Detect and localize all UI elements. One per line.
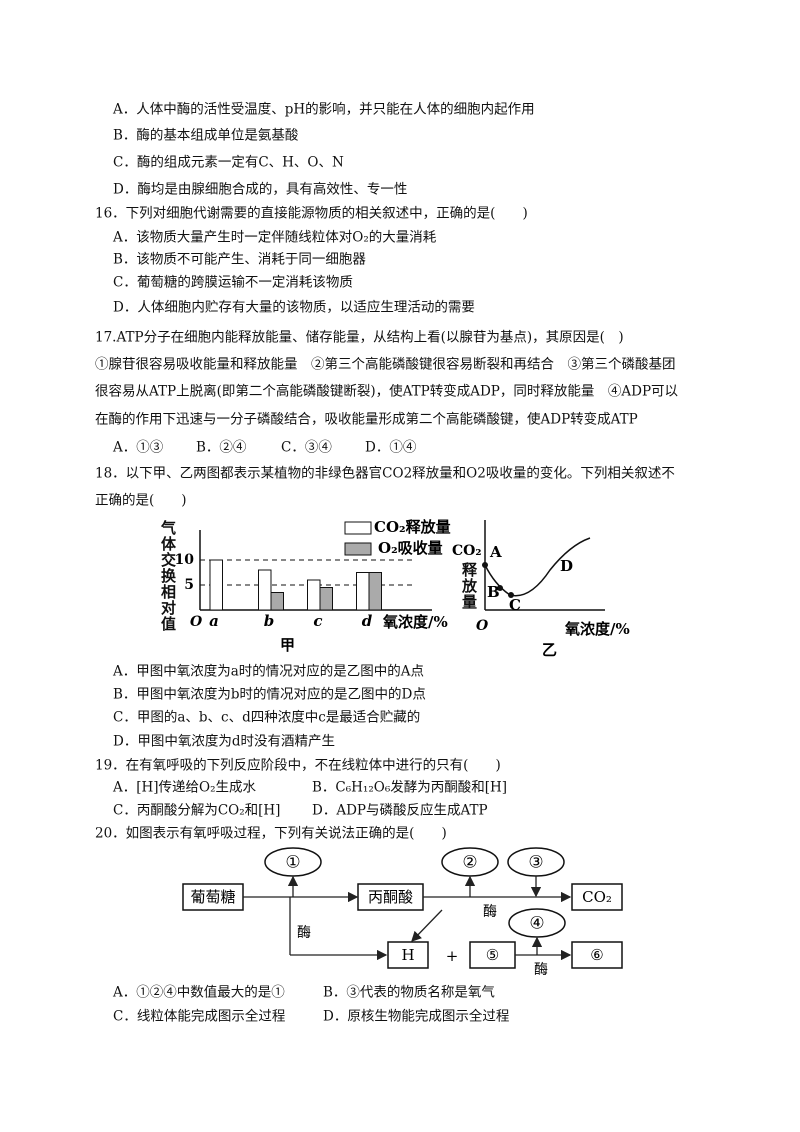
point	[508, 592, 514, 598]
bar	[270, 592, 284, 611]
plus: +	[446, 947, 459, 965]
option: A．①②④中数值最大的是①	[113, 984, 285, 1001]
point-label: A	[489, 543, 502, 561]
enzyme-label: 酶	[534, 962, 548, 978]
y-tick-label: 10	[175, 552, 195, 568]
statement: 在酶的作用下迅速与一分子磷酸结合，吸收能量形成第二个高能磷酸键，使ADP转变成A…	[95, 411, 638, 428]
oval-label: ②	[462, 853, 477, 873]
origin-label: O	[190, 614, 203, 630]
point	[482, 562, 488, 568]
question-stem: 18．以下甲、乙两图都表示某植物的非绿色器官CO2释放量和O2吸收量的变化。下列…	[95, 465, 675, 482]
option: D．甲图中氧浓度为d时没有酒精产生	[113, 733, 335, 750]
bar	[307, 579, 321, 611]
option: B．甲图中氧浓度为b时的情况对应的是乙图中的D点	[113, 686, 426, 703]
option: D．ADP与磷酸反应生成ATP	[312, 802, 488, 819]
box-label: CO₂	[582, 888, 612, 906]
box-label: ⑤	[486, 946, 499, 964]
box	[571, 941, 623, 969]
point	[497, 585, 503, 591]
origin-label: O	[476, 618, 489, 634]
question-stem: 16．下列对细胞代谢需要的直接能源物质的相关叙述中，正确的是( )	[95, 205, 528, 222]
bar	[209, 559, 223, 611]
statement: ①腺苷很容易吸收能量和释放能量 ②第三个高能磷酸键很容易断裂和再结合 ③第三个磷…	[95, 356, 676, 373]
bar	[368, 572, 382, 611]
caption: 甲	[280, 636, 295, 654]
option: C．甲图的a、b、c、d四种浓度中c是最适合贮藏的	[113, 709, 421, 726]
question-stem: 19．在有氧呼吸的下列反应阶段中，不在线粒体中进行的只有( )	[95, 757, 501, 774]
option: D．酶均是由腺细胞合成的，具有高效性、专一性	[113, 181, 408, 198]
option: B．酶的基本组成单位是氨基酸	[113, 127, 299, 144]
option: B．②④	[196, 439, 247, 456]
y-tick-label: 5	[184, 577, 194, 593]
question-stem: 20．如图表示有氧呼吸过程，下列有关说法正确的是( )	[95, 825, 447, 842]
point-label: C	[509, 596, 521, 614]
arrow	[411, 909, 443, 942]
x-axis-label: 氧浓度/%	[564, 620, 630, 638]
option: D．人体细胞内贮存有大量的该物质，以适应生理活动的需要	[113, 299, 475, 316]
oval-label: ①	[285, 853, 300, 873]
option: B．③代表的物质名称是氧气	[323, 984, 495, 1001]
option: C．葡萄糖的跨膜运输不一定消耗该物质	[113, 274, 353, 291]
curve	[484, 537, 591, 597]
caption: 乙	[542, 641, 557, 659]
option: A．人体中酶的活性受温度、pH的影响，并只能在人体的细胞内起作用	[113, 101, 535, 118]
box	[469, 941, 516, 969]
legend-swatch	[344, 542, 372, 556]
box-label: 葡萄糖	[190, 888, 235, 906]
box-label: 丙酮酸	[368, 888, 413, 906]
y-axis-label: 气体交换相对值	[159, 520, 177, 632]
option: A．①③	[113, 439, 164, 456]
x-tick-label: b	[264, 612, 275, 630]
statement: 很容易从ATP上脱离(即第二个高能磷酸键断裂)，使ATP转变成ADP，同时释放能…	[95, 383, 679, 400]
option: B．该物质不可能产生、消耗于同一细胞器	[113, 251, 366, 268]
box	[571, 883, 623, 911]
option: A．[H]传递给O₂生成水	[113, 779, 257, 796]
point-label: B	[487, 583, 500, 601]
enzyme-label: 酶	[483, 904, 497, 920]
option: D．原核生物能完成图示全过程	[323, 1008, 510, 1025]
question-stem: 17.ATP分子在细胞内能释放能量、储存能量，从结构上看(以腺苷为基点)，其原因…	[95, 329, 624, 346]
point-label: D	[560, 557, 573, 575]
option: A．甲图中氧浓度为a时的情况对应的是乙图中的A点	[113, 663, 425, 680]
option: B．C₆H₁₂O₆发酵为丙酮酸和[H]	[312, 779, 508, 796]
x-tick-label: c	[313, 612, 322, 630]
legend-swatch	[344, 521, 372, 535]
option: C．丙酮酸分解为CO₂和[H]	[113, 802, 281, 819]
box	[387, 941, 429, 969]
option: C．酶的组成元素一定有C、H、O、N	[113, 154, 344, 171]
x-axis-label: 氧浓度/%	[382, 613, 448, 631]
box-label: ⑥	[590, 946, 603, 964]
enzyme-label: 酶	[297, 925, 311, 941]
option: D．①④	[365, 439, 417, 456]
y-axis-label: 释放量	[460, 562, 478, 610]
option: C．③④	[281, 439, 332, 456]
bar	[319, 587, 333, 611]
y-axis-label: CO₂	[452, 543, 481, 559]
oval-label: ③	[528, 853, 543, 873]
bar	[258, 569, 272, 611]
question-stem: 正确的是( )	[95, 492, 187, 509]
oval-label: ④	[529, 914, 544, 934]
x-tick-label: d	[362, 612, 373, 630]
bar	[356, 572, 370, 611]
option: C．线粒体能完成图示全过程	[113, 1008, 286, 1025]
box-label: H	[401, 946, 414, 964]
x-tick-label: a	[209, 612, 219, 630]
option: A．该物质大量产生时一定伴随线粒体对O₂的大量消耗	[113, 229, 437, 246]
legend-label: CO₂释放量	[374, 518, 451, 536]
legend-label: O₂吸收量	[378, 539, 443, 557]
